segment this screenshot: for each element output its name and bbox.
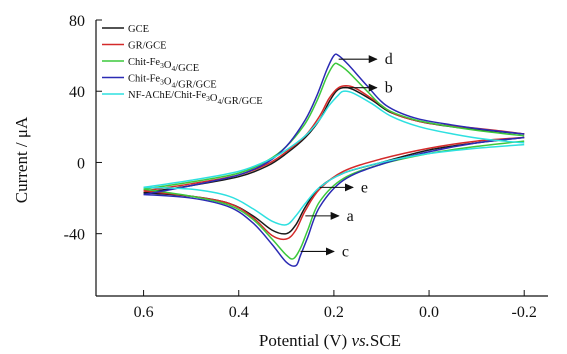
y-tick-label: 40 <box>69 84 85 101</box>
y-tick-label: 80 <box>69 13 85 30</box>
series-2-forward-scan-line <box>143 84 525 192</box>
legend: GCE GR/GCE Chit-Fe3O4/GCEChit-Fe3O4/GR/GCE… <box>102 24 263 107</box>
legend-label-3: Chit-Fe3O4/GCE <box>128 57 199 74</box>
legend-label-1: GCE <box>128 24 149 35</box>
curves <box>143 53 525 267</box>
y-tick-label: 0 <box>77 155 85 172</box>
plot-frame <box>95 20 548 297</box>
series-4-forward-scan-line <box>143 53 525 196</box>
annotations: db ea c <box>300 51 393 260</box>
series-4-reverse-scan-line <box>143 136 525 267</box>
x-tick-label: 0.2 <box>324 304 344 321</box>
annotation-label-b: b <box>385 80 393 97</box>
x-tick-label: 0.6 <box>134 304 154 321</box>
series-5-forward-scan-line <box>143 90 525 189</box>
annotation-label-c: c <box>342 243 349 260</box>
x-tick-label: 0.0 <box>419 304 439 321</box>
y-axis-title: Current / μA <box>12 116 31 203</box>
annotation-label-d: d <box>385 51 393 68</box>
x-axis-title: Potential (V) vs.SCE <box>259 331 401 350</box>
x-tick-label: 0.4 <box>229 304 249 321</box>
x-tick-label: -0.2 <box>512 304 537 321</box>
series-5-reverse-scan-line <box>143 143 525 226</box>
y-tick-label: -40 <box>64 227 85 244</box>
legend-label-4: Chit-Fe3O4/GR/GCE <box>128 74 217 91</box>
legend-label-2: GR/GCE <box>128 41 167 52</box>
axis-ticks: 0.6 0.4 0.2 0.0 -0.2 80 40 0 -40 <box>64 13 537 321</box>
annotation-label-e: e <box>361 179 368 196</box>
annotation-label-a: a <box>347 208 354 225</box>
series-2-reverse-scan-line <box>143 136 525 241</box>
legend-label-5: NF-AChE/Chit-Fe3O4/GR/GCE <box>128 90 263 107</box>
